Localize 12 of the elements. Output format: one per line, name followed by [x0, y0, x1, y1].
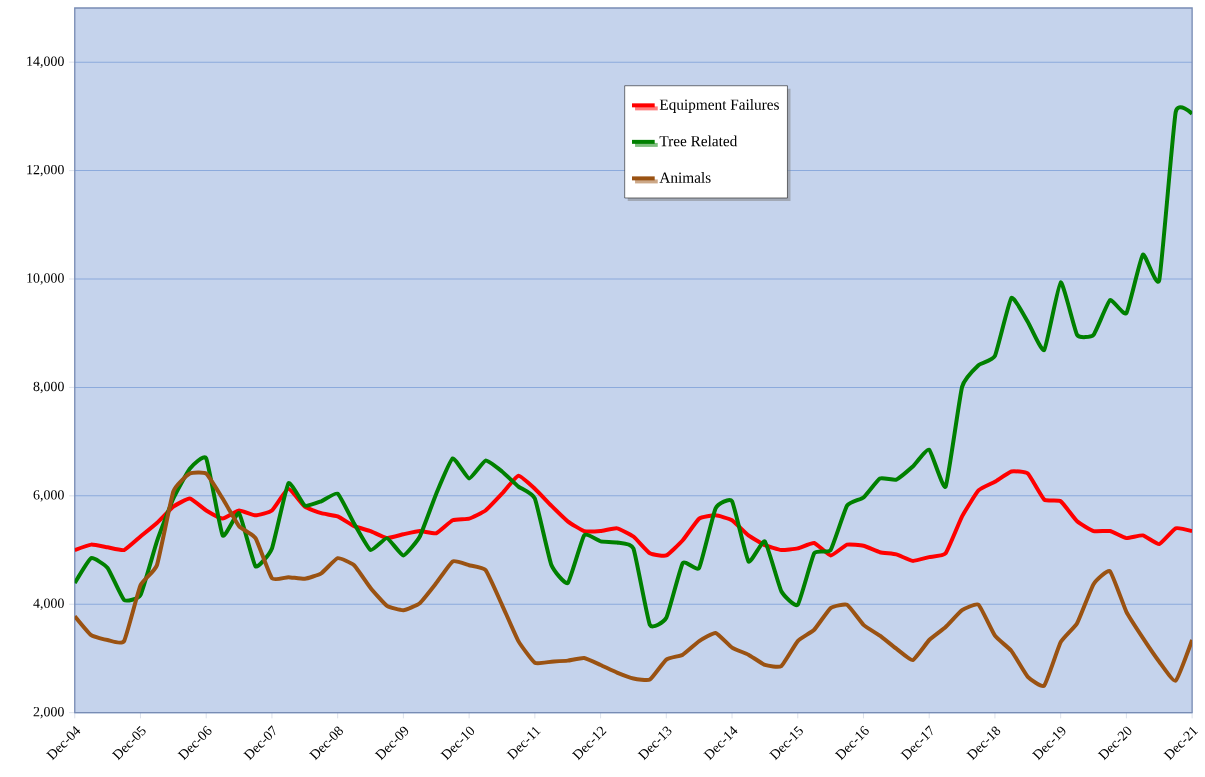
legend-label: Equipment Failures [659, 98, 779, 113]
y-tick-label: 10,000 [27, 273, 64, 285]
y-tick-label: 6,000 [33, 489, 64, 502]
y-tick-label: 2,000 [33, 706, 64, 719]
line-series [74, 470, 1193, 688]
y-tick-label: 12,000 [27, 164, 64, 177]
legend-label: Animals [659, 171, 711, 183]
legend-label: Tree Related [659, 135, 738, 147]
line-series [74, 469, 1193, 563]
y-tick-label: 8,000 [33, 381, 64, 393]
y-tick-label: 4,000 [33, 598, 64, 610]
y-tick-label: 14,000 [27, 56, 64, 68]
